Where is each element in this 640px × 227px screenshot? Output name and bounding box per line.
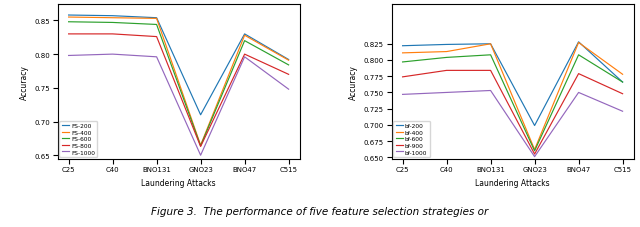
FS-200 bbox=[241, 33, 248, 36]
FS-400 bbox=[65, 17, 72, 19]
bf-600 bbox=[531, 150, 538, 153]
FS-1000 bbox=[65, 55, 72, 58]
FS-200 bbox=[109, 15, 116, 18]
bf-1000 bbox=[399, 94, 406, 96]
Line: FS-1000: FS-1000 bbox=[68, 55, 289, 155]
FS-1000 bbox=[153, 56, 161, 59]
bf-900 bbox=[443, 70, 451, 72]
bf-600 bbox=[575, 54, 582, 57]
Line: FS-600: FS-600 bbox=[68, 23, 289, 146]
bf-400 bbox=[575, 42, 582, 45]
bf-400 bbox=[399, 52, 406, 55]
FS-600 bbox=[65, 21, 72, 24]
bf-200 bbox=[575, 41, 582, 44]
bf-400 bbox=[619, 74, 627, 76]
bf-1000 bbox=[443, 92, 451, 94]
FS-1000 bbox=[109, 54, 116, 56]
FS-400 bbox=[153, 18, 161, 21]
bf-900 bbox=[619, 93, 627, 96]
X-axis label: Laundering Attacks: Laundering Attacks bbox=[141, 178, 216, 187]
FS-400 bbox=[241, 35, 248, 37]
FS-800 bbox=[285, 74, 292, 76]
FS-400 bbox=[196, 144, 204, 147]
bf-1000 bbox=[531, 155, 538, 158]
Text: Figure 3.  The performance of five feature selection strategies or: Figure 3. The performance of five featur… bbox=[152, 207, 488, 217]
bf-900 bbox=[399, 76, 406, 79]
Line: bf-400: bf-400 bbox=[403, 43, 623, 150]
FS-600 bbox=[153, 24, 161, 27]
bf-400 bbox=[487, 43, 495, 46]
FS-600 bbox=[109, 22, 116, 25]
bf-900 bbox=[575, 73, 582, 76]
bf-1000 bbox=[575, 92, 582, 94]
bf-400 bbox=[443, 51, 451, 54]
bf-600 bbox=[619, 81, 627, 84]
FS-1000 bbox=[241, 56, 248, 59]
bf-900 bbox=[487, 70, 495, 72]
FS-800 bbox=[153, 36, 161, 39]
Line: FS-200: FS-200 bbox=[68, 16, 289, 115]
bf-200 bbox=[531, 125, 538, 127]
bf-200 bbox=[487, 43, 495, 46]
Line: FS-800: FS-800 bbox=[68, 35, 289, 147]
FS-400 bbox=[285, 59, 292, 62]
FS-200 bbox=[196, 114, 204, 117]
bf-400 bbox=[531, 148, 538, 151]
bf-600 bbox=[399, 61, 406, 64]
bf-200 bbox=[619, 81, 627, 84]
FS-800 bbox=[65, 33, 72, 36]
FS-600 bbox=[241, 40, 248, 43]
FS-200 bbox=[153, 17, 161, 20]
X-axis label: Laundering Attacks: Laundering Attacks bbox=[476, 178, 550, 187]
FS-600 bbox=[285, 64, 292, 67]
FS-800 bbox=[109, 33, 116, 36]
FS-1000 bbox=[285, 88, 292, 91]
bf-200 bbox=[443, 44, 451, 47]
bf-1000 bbox=[619, 110, 627, 113]
Y-axis label: Accuracy: Accuracy bbox=[349, 64, 358, 99]
Line: bf-1000: bf-1000 bbox=[403, 91, 623, 157]
FS-600 bbox=[196, 145, 204, 148]
Y-axis label: Accuracy: Accuracy bbox=[20, 64, 29, 99]
Line: bf-900: bf-900 bbox=[403, 71, 623, 154]
bf-1000 bbox=[487, 90, 495, 92]
bf-600 bbox=[487, 54, 495, 57]
Line: FS-400: FS-400 bbox=[68, 18, 289, 146]
FS-200 bbox=[285, 59, 292, 62]
Legend: FS-200, FS-400, FS-600, FS-800, FS-1000: FS-200, FS-400, FS-600, FS-800, FS-1000 bbox=[60, 121, 97, 157]
bf-900 bbox=[531, 153, 538, 156]
FS-200 bbox=[65, 15, 72, 17]
FS-800 bbox=[196, 146, 204, 148]
FS-400 bbox=[109, 17, 116, 20]
bf-600 bbox=[443, 57, 451, 59]
FS-800 bbox=[241, 54, 248, 56]
Legend: bf-200, bf-400, bf-600, bf-900, bf-1000: bf-200, bf-400, bf-600, bf-900, bf-1000 bbox=[394, 121, 430, 157]
bf-200 bbox=[399, 45, 406, 48]
FS-1000 bbox=[196, 154, 204, 157]
Line: bf-600: bf-600 bbox=[403, 56, 623, 151]
Line: bf-200: bf-200 bbox=[403, 43, 623, 126]
